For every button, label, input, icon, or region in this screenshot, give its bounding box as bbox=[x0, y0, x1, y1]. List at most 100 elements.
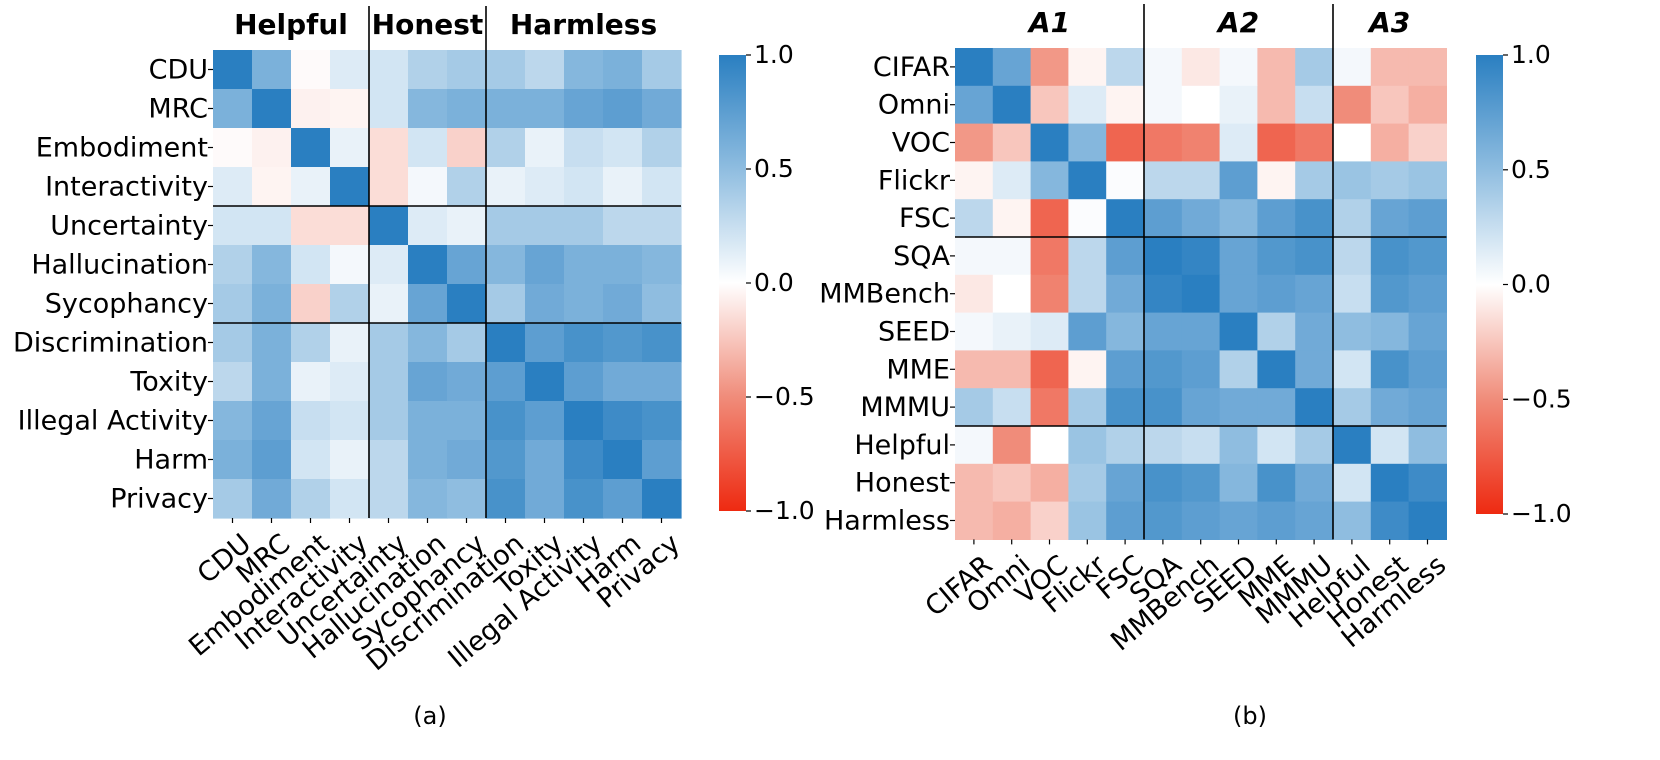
colorbar-tick-label: −0.5 bbox=[1511, 384, 1572, 413]
heatmap-cell bbox=[1333, 426, 1372, 465]
heatmap-cell bbox=[1144, 312, 1183, 351]
heatmap-cell bbox=[291, 50, 331, 90]
colorbar: 1.0 0.5 0.0 −0.5 −1.0 bbox=[1476, 40, 1572, 528]
heatmap-cell bbox=[369, 128, 409, 168]
heatmap-cell bbox=[992, 85, 1032, 125]
heatmap-cell bbox=[408, 440, 448, 480]
heatmap-cell bbox=[1068, 199, 1107, 238]
heatmap-cell bbox=[252, 89, 292, 129]
heatmap-cell bbox=[213, 401, 253, 441]
heatmap-cell bbox=[525, 245, 565, 285]
heatmap-cell bbox=[1030, 312, 1069, 351]
heatmap-cell bbox=[1181, 237, 1221, 276]
heatmap-cell bbox=[1370, 161, 1410, 200]
heatmap-cell bbox=[992, 123, 1032, 162]
heatmap-cell bbox=[1408, 237, 1447, 276]
heatmap-cell bbox=[642, 245, 682, 285]
heatmap-cell bbox=[369, 284, 409, 324]
heatmap-cell bbox=[1370, 350, 1410, 389]
heatmap-cell bbox=[1295, 388, 1334, 427]
row-label: Embodiment bbox=[36, 133, 208, 164]
heatmap-cell bbox=[408, 362, 448, 402]
heatmap-cell bbox=[955, 48, 994, 87]
heatmap-cell bbox=[1408, 426, 1447, 465]
heatmap-cell bbox=[1370, 312, 1410, 351]
heatmap-cell bbox=[252, 167, 292, 207]
heatmap-cell bbox=[642, 323, 682, 363]
heatmap-cell bbox=[1333, 312, 1372, 351]
heatmap-cell bbox=[1181, 463, 1221, 503]
heatmap-cell bbox=[642, 284, 682, 324]
heatmap-cell bbox=[1295, 274, 1334, 314]
heatmap-cell bbox=[213, 50, 253, 90]
heatmap-cell bbox=[486, 284, 526, 324]
heatmap-cell bbox=[213, 440, 253, 480]
group-separators bbox=[213, 6, 681, 518]
heatmap-cell bbox=[955, 426, 994, 465]
heatmap-cell bbox=[330, 323, 370, 363]
heatmap-cell bbox=[1408, 48, 1447, 87]
heatmap-cell bbox=[1257, 274, 1296, 314]
heatmap-cell bbox=[525, 323, 565, 363]
heatmap-cell bbox=[603, 245, 643, 285]
heatmap-cell bbox=[1219, 350, 1258, 389]
row-label: MMBench bbox=[819, 279, 950, 310]
row-label: Privacy bbox=[110, 484, 208, 515]
heatmap-cell bbox=[1144, 350, 1183, 389]
colorbar-tick-label: −1.0 bbox=[1511, 499, 1572, 528]
heatmap-cell bbox=[525, 167, 565, 207]
heatmap-cell bbox=[408, 89, 448, 129]
heatmap-cell bbox=[1181, 123, 1221, 162]
heatmap-cell bbox=[330, 89, 370, 129]
heatmap-cell bbox=[564, 323, 604, 363]
heatmap-cell bbox=[992, 48, 1032, 87]
row-label: MME bbox=[886, 354, 950, 385]
heatmap-cell bbox=[992, 388, 1032, 427]
heatmap-cell bbox=[564, 167, 604, 207]
heatmap-cell bbox=[1030, 161, 1069, 200]
heatmap-cell bbox=[1068, 237, 1107, 276]
heatmap-cell bbox=[1295, 48, 1334, 87]
heatmap-cell bbox=[330, 284, 370, 324]
heatmap-cell bbox=[1370, 388, 1410, 427]
heatmap-cell bbox=[1370, 274, 1410, 314]
heatmap-cell bbox=[1370, 501, 1410, 540]
heatmap-cell bbox=[486, 401, 526, 441]
row-label: SEED bbox=[878, 317, 950, 348]
heatmap-cell bbox=[1219, 199, 1258, 238]
heatmap-cell bbox=[525, 362, 565, 402]
heatmap-cell bbox=[525, 89, 565, 129]
heatmap-cell bbox=[1408, 274, 1447, 314]
heatmap-cell bbox=[408, 284, 448, 324]
heatmap-cell bbox=[486, 362, 526, 402]
heatmap-cell bbox=[1144, 123, 1183, 162]
heatmap-cell bbox=[564, 89, 604, 129]
heatmap-cell bbox=[1106, 237, 1145, 276]
heatmap-cell bbox=[525, 128, 565, 168]
group-header: Harmless bbox=[510, 8, 657, 41]
heatmap-cell bbox=[1144, 237, 1183, 276]
heatmap-cell bbox=[486, 440, 526, 480]
heatmap-cell bbox=[992, 274, 1032, 314]
heatmap-cell bbox=[1106, 388, 1145, 427]
heatmap-cell bbox=[291, 401, 331, 441]
heatmap-cell bbox=[1219, 161, 1258, 200]
heatmap-cell bbox=[1068, 501, 1107, 540]
heatmap-cell bbox=[1181, 350, 1221, 389]
heatmap-cell bbox=[1106, 199, 1145, 238]
heatmap-cell bbox=[1068, 388, 1107, 427]
heatmap-cell bbox=[291, 245, 331, 285]
heatmap-cell bbox=[252, 479, 292, 519]
row-label: Omni bbox=[878, 90, 950, 121]
heatmap-cell bbox=[1219, 426, 1258, 465]
heatmap-cell bbox=[369, 206, 409, 246]
heatmap-cell bbox=[330, 362, 370, 402]
heatmap-cell bbox=[525, 440, 565, 480]
colorbar-tick-label: 0.0 bbox=[1511, 270, 1551, 299]
heatmap-cell bbox=[603, 440, 643, 480]
heatmap-cell bbox=[955, 85, 994, 125]
heatmap-cell bbox=[213, 323, 253, 363]
heatmap-cell bbox=[1333, 161, 1372, 200]
heatmap-cell bbox=[525, 50, 565, 90]
heatmap-cell bbox=[1408, 350, 1447, 389]
